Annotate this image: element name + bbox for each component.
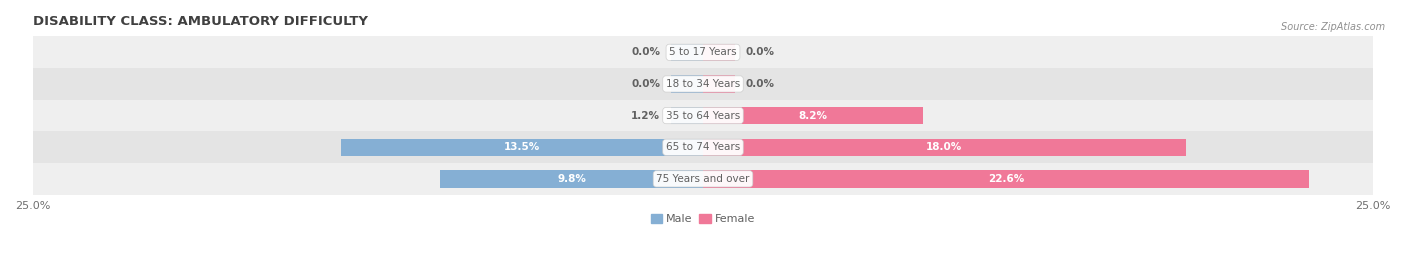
Text: 9.8%: 9.8%: [557, 174, 586, 184]
Text: 22.6%: 22.6%: [988, 174, 1024, 184]
Bar: [671, 75, 703, 93]
Bar: [32, 37, 1374, 68]
Bar: [703, 139, 1185, 156]
Text: 8.2%: 8.2%: [799, 111, 828, 121]
Text: 18.0%: 18.0%: [927, 142, 963, 152]
Bar: [32, 132, 1374, 163]
Bar: [440, 170, 703, 187]
Text: 35 to 64 Years: 35 to 64 Years: [666, 111, 740, 121]
Text: 1.2%: 1.2%: [631, 111, 659, 121]
Text: 0.0%: 0.0%: [747, 47, 775, 57]
Text: 5 to 17 Years: 5 to 17 Years: [669, 47, 737, 57]
Bar: [671, 107, 703, 124]
Legend: Male, Female: Male, Female: [647, 209, 759, 228]
Text: 18 to 34 Years: 18 to 34 Years: [666, 79, 740, 89]
Text: 13.5%: 13.5%: [503, 142, 540, 152]
Bar: [703, 170, 1309, 187]
Bar: [703, 44, 735, 61]
Bar: [32, 68, 1374, 100]
Bar: [703, 107, 922, 124]
Text: 0.0%: 0.0%: [631, 47, 659, 57]
Bar: [32, 163, 1374, 195]
Text: 65 to 74 Years: 65 to 74 Years: [666, 142, 740, 152]
Bar: [671, 44, 703, 61]
Text: 75 Years and over: 75 Years and over: [657, 174, 749, 184]
Text: 0.0%: 0.0%: [747, 79, 775, 89]
Bar: [342, 139, 703, 156]
Bar: [703, 75, 735, 93]
Text: DISABILITY CLASS: AMBULATORY DIFFICULTY: DISABILITY CLASS: AMBULATORY DIFFICULTY: [32, 15, 368, 28]
Bar: [32, 100, 1374, 132]
Text: 0.0%: 0.0%: [631, 79, 659, 89]
Text: Source: ZipAtlas.com: Source: ZipAtlas.com: [1281, 22, 1385, 31]
